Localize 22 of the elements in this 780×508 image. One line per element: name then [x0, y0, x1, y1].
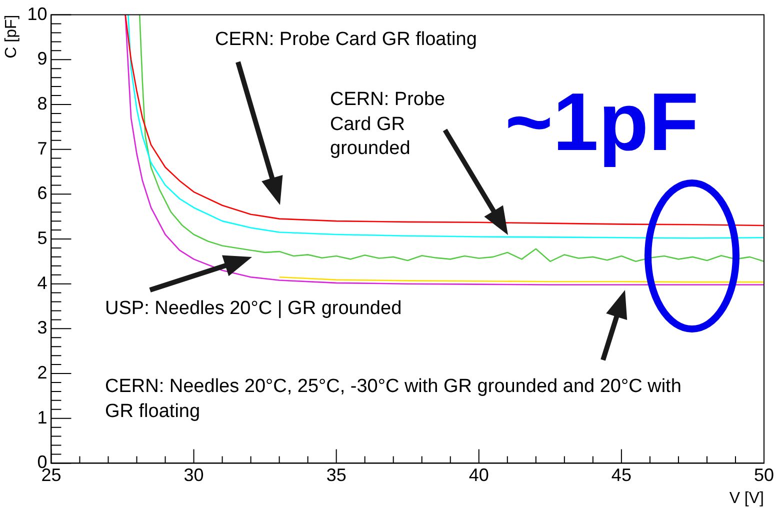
y-tick-label: 7 — [37, 138, 48, 158]
annotation: CERN: Probe Card GR grounded — [330, 88, 446, 162]
y-tick-label: 6 — [37, 183, 48, 204]
annotation: CERN: Probe Card GR floating — [215, 28, 478, 52]
x-tick-label: 40 — [468, 464, 489, 485]
y-tick-label: 2 — [37, 362, 48, 382]
y-tick-label: 5 — [37, 228, 48, 248]
annotation: USP: Needles 20°C | GR grounded — [105, 297, 403, 321]
y-tick-label: 9 — [37, 48, 48, 69]
x-tick-label: 30 — [184, 464, 204, 485]
y-tick-label: 1 — [37, 407, 48, 428]
x-tick-label: 45 — [611, 464, 632, 485]
x-axis-title: V [V] — [729, 490, 764, 507]
y-axis-title: C [pF] — [3, 14, 20, 58]
y-tick-label: 4 — [37, 272, 48, 293]
annotation: ~1pF — [505, 76, 700, 170]
y-tick-label: 10 — [27, 4, 48, 24]
x-tick-label: 35 — [326, 464, 346, 485]
y-tick-label: 8 — [37, 93, 48, 114]
y-tick-label: 3 — [37, 318, 48, 338]
annotation: CERN: Needles 20°C, 25°C, -30°C with GR grounded and 20°C with GR floating — [105, 375, 682, 424]
x-tick-label: 50 — [754, 464, 774, 485]
